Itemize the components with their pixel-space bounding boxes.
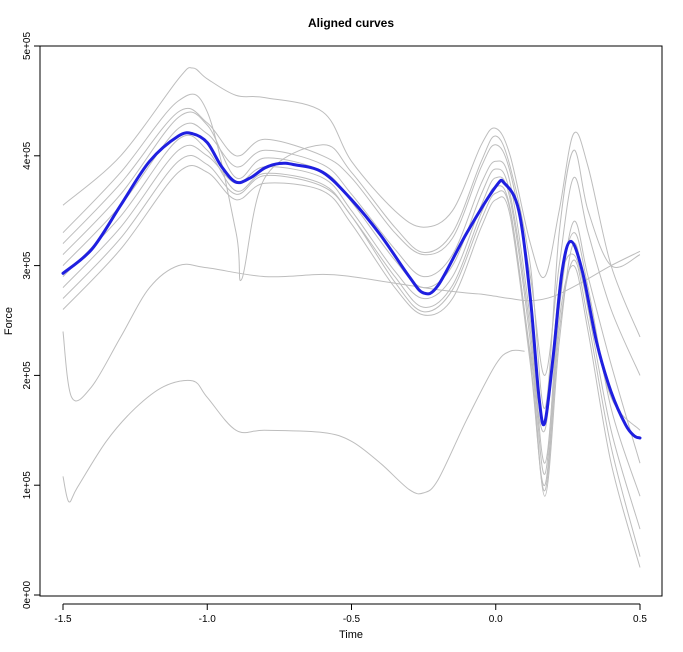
- sample-curve-line: [62, 93, 641, 409]
- y-tick-label: 0e+00: [22, 581, 33, 610]
- y-tick-label: 5e+05: [22, 32, 33, 61]
- y-tick-label: 3e+05: [22, 251, 33, 280]
- sample-curve-line: [62, 122, 641, 464]
- x-tick-label: -1.5: [54, 614, 72, 625]
- x-axis-label: Time: [339, 629, 363, 641]
- sample-curve-line: [62, 144, 641, 530]
- sample-curve-line: [62, 349, 525, 503]
- y-tick-label: 4e+05: [22, 141, 33, 170]
- plot-frame: [39, 45, 663, 597]
- y-axis-label: Force: [3, 307, 15, 335]
- y-tick-label: 2e+05: [22, 361, 33, 390]
- mean-curve-line: [61, 131, 642, 440]
- y-tick-label: 1e+05: [22, 471, 33, 500]
- x-tick-label: 0.0: [489, 614, 503, 625]
- curves-layer: [61, 67, 642, 568]
- sample-curve-line: [62, 154, 641, 557]
- y-axis: 0e+00 1e+05 2e+05 3e+05 4e+05 5e+05: [22, 32, 41, 610]
- x-tick-label: -1.0: [199, 614, 217, 625]
- sample-curve-line: [62, 250, 641, 402]
- sample-curve-line: [62, 134, 641, 433]
- sample-curve-line: [62, 111, 641, 497]
- sample-curve-line: [62, 164, 641, 568]
- sample-curve-line: [62, 67, 641, 338]
- chart-title: Aligned curves: [308, 16, 394, 30]
- x-tick-label: -0.5: [343, 614, 361, 625]
- x-tick-label: 0.5: [633, 614, 647, 625]
- x-axis: -1.5 -1.0 -0.5 0.0 0.5: [54, 603, 647, 625]
